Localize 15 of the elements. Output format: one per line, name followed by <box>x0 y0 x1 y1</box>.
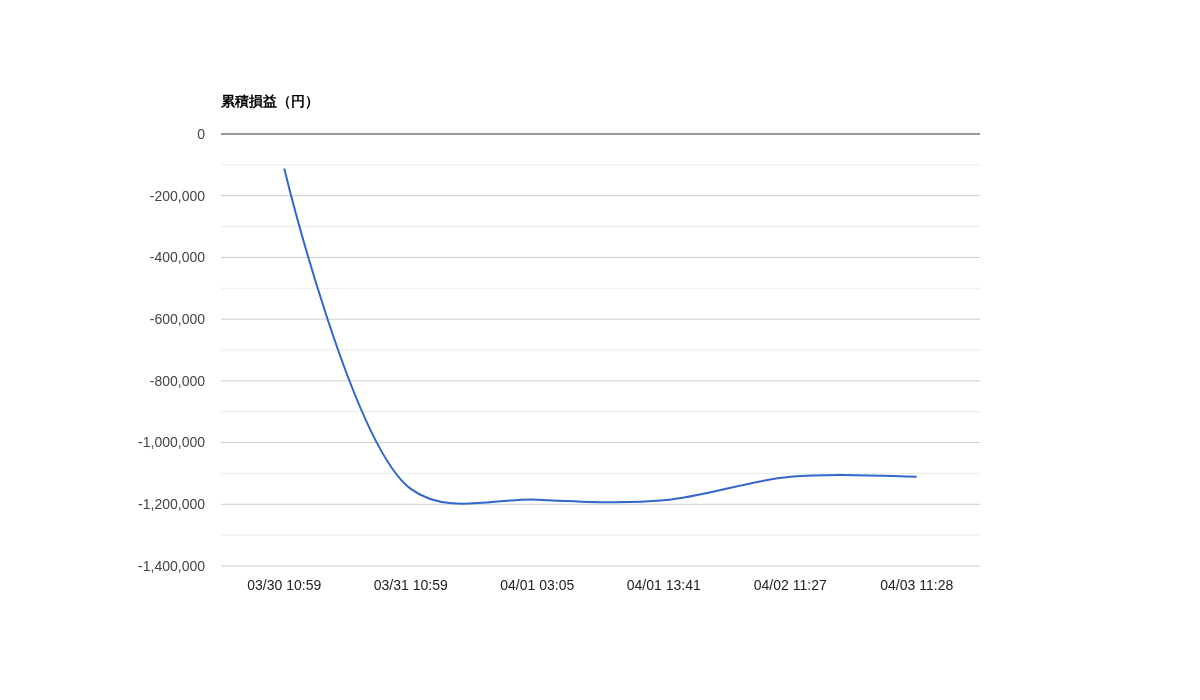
y-tick-label: -800,000 <box>149 372 206 389</box>
x-tick-label: 04/01 03:05 <box>500 577 575 593</box>
y-tick-label: 0 <box>197 125 206 142</box>
y-axis-title: 累積損益（円） <box>220 93 319 109</box>
x-tick-label: 04/01 13:41 <box>626 577 701 593</box>
x-tick-label: 04/02 11:27 <box>753 577 827 593</box>
y-tick-label: -600,000 <box>149 311 206 328</box>
y-tick-label: -400,000 <box>149 249 206 266</box>
x-tick-label: 04/03 11:28 <box>880 577 954 593</box>
x-tick-label: 03/30 10:59 <box>247 577 322 593</box>
x-tick-label: 03/31 10:59 <box>373 577 448 593</box>
y-tick-label: -1,200,000 <box>138 496 206 513</box>
y-tick-label: -1,000,000 <box>138 434 206 451</box>
y-tick-label: -1,400,000 <box>138 557 206 574</box>
y-tick-label: -200,000 <box>149 187 206 204</box>
